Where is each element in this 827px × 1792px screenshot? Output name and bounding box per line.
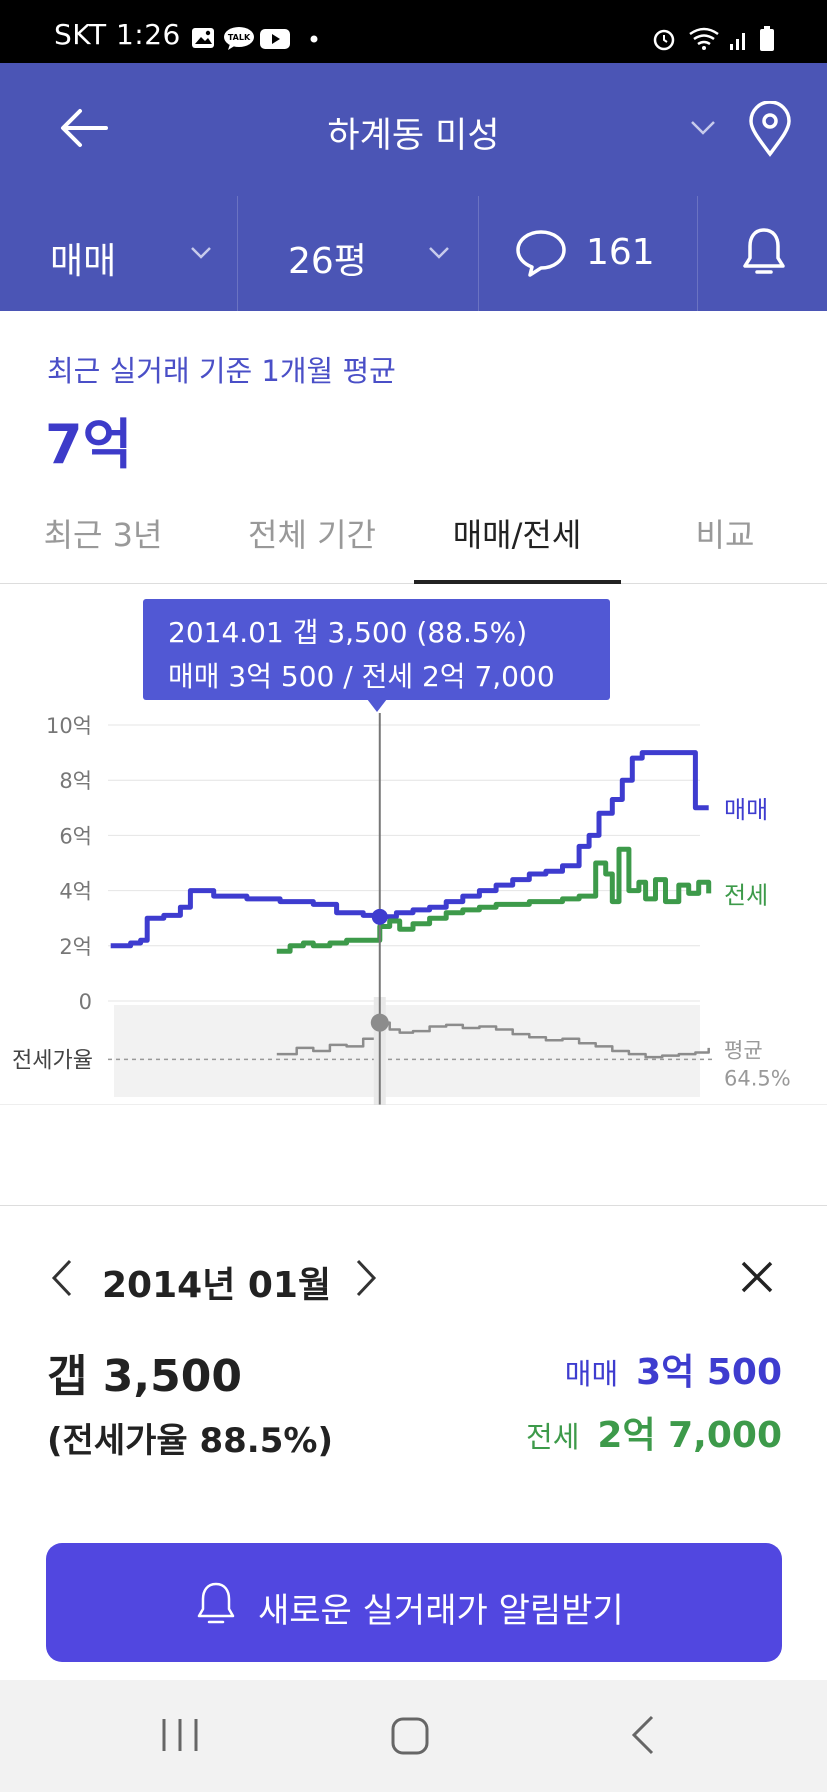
- trade-type-selector[interactable]: 매매: [0, 196, 237, 311]
- speech-bubble-icon: [516, 230, 566, 277]
- jeonse-label: 전세: [526, 1420, 580, 1454]
- system-nav-bar: [0, 1680, 827, 1792]
- status-notification-icons: TALK: [192, 27, 318, 50]
- average-ratio-label: 평균: [724, 1038, 763, 1062]
- location-pin-icon[interactable]: [748, 101, 792, 157]
- summary-value: 7억: [45, 413, 133, 476]
- filter-divider: [237, 196, 238, 311]
- date-navigator: 2014년 01월: [0, 1246, 827, 1306]
- selected-date: 2014년 01월: [102, 1265, 332, 1306]
- tooltip-pointer: [367, 699, 387, 712]
- summary-label: 최근 실거래 기준 1개월 평균: [47, 354, 396, 388]
- series-line-jeonse: [276, 846, 712, 954]
- tab-sale-jeonse[interactable]: 매매/전세: [452, 516, 582, 554]
- ratio-axis-label: 전세가율: [12, 1048, 93, 1073]
- series-label-jeonse: 전세: [724, 881, 768, 909]
- next-month-icon[interactable]: [354, 1258, 378, 1298]
- gap-amount: 갭 3,500: [47, 1351, 242, 1402]
- previous-month-icon[interactable]: [50, 1258, 74, 1298]
- status-system-icons: [653, 26, 774, 51]
- home-icon[interactable]: [390, 1716, 430, 1756]
- series-line-sale: [110, 750, 709, 949]
- average-ratio-value: 64.5%: [724, 1066, 791, 1090]
- y-tick-label: 4억: [59, 880, 92, 904]
- chart-tooltip: 2014.01 갭 3,500 (88.5%) 매매 3억 500 / 전세 2…: [143, 599, 610, 700]
- close-icon[interactable]: [740, 1260, 774, 1294]
- series-line-ratio: [276, 1021, 710, 1059]
- chart-bottom-divider: [0, 1205, 827, 1206]
- size-label: 26평: [288, 241, 367, 282]
- comment-count: 161: [586, 232, 655, 273]
- notification-button[interactable]: [698, 196, 827, 311]
- series-label-sale: 매매: [724, 796, 768, 824]
- cursor-point-ratio: [370, 1013, 389, 1032]
- jeonse-value: 2억 7,000: [597, 1415, 782, 1456]
- chevron-down-icon: [191, 247, 211, 259]
- recent-apps-icon[interactable]: [160, 1716, 200, 1754]
- tooltip-line-1: 2014.01 갭 3,500 (88.5%): [168, 616, 528, 649]
- jeonse-ratio: (전세가율 88.5%): [47, 1421, 333, 1461]
- tab-all-period[interactable]: 전체 기간: [248, 516, 376, 554]
- filter-bar: 매매 26평 161: [0, 196, 827, 311]
- y-tick-label: 8억: [59, 769, 92, 793]
- active-tab-indicator: [414, 580, 621, 584]
- filter-divider: [697, 196, 698, 311]
- sale-label: 매매: [564, 1357, 619, 1391]
- svg-text:TALK: TALK: [228, 33, 251, 42]
- chevron-down-icon: [429, 247, 449, 259]
- bell-icon: [743, 228, 785, 274]
- status-carrier-time: SKT 1:26: [54, 18, 181, 51]
- trade-type-label: 매매: [50, 241, 117, 282]
- app-header: 하계동 미성: [0, 63, 827, 196]
- sale-value: 3억 500: [636, 1352, 782, 1393]
- tab-compare[interactable]: 비교: [695, 516, 755, 554]
- bell-icon: [197, 1582, 235, 1624]
- system-back-icon[interactable]: [630, 1714, 656, 1756]
- chevron-down-icon[interactable]: [690, 120, 716, 136]
- alert-button-label: 새로운 실거래가 알림받기: [258, 1591, 624, 1631]
- y-tick-label: 0: [79, 990, 92, 1014]
- cursor-point-sale: [371, 908, 388, 925]
- y-tick-label: 6억: [59, 824, 92, 848]
- jeonse-price-row: 전세 2억 7,000: [526, 1406, 782, 1458]
- filter-divider: [478, 196, 479, 311]
- comments-button[interactable]: 161: [479, 196, 697, 311]
- page-title[interactable]: 하계동 미성: [327, 116, 500, 156]
- size-selector[interactable]: 26평: [238, 196, 478, 311]
- back-arrow-icon[interactable]: [58, 106, 110, 150]
- tab-recent-3-years[interactable]: 최근 3년: [43, 516, 163, 554]
- price-alert-button[interactable]: 새로운 실거래가 알림받기: [46, 1543, 782, 1662]
- y-tick-label: 10억: [46, 714, 92, 738]
- sale-price-row: 매매 3억 500: [565, 1343, 782, 1395]
- status-bar: SKT 1:26 TALK: [0, 0, 827, 63]
- tabs-divider: [0, 583, 827, 584]
- y-tick-label: 2억: [59, 935, 92, 959]
- ratio-band-bg: [114, 1005, 700, 1097]
- tooltip-line-2: 매매 3억 500 / 전세 2억 7,000: [168, 660, 555, 693]
